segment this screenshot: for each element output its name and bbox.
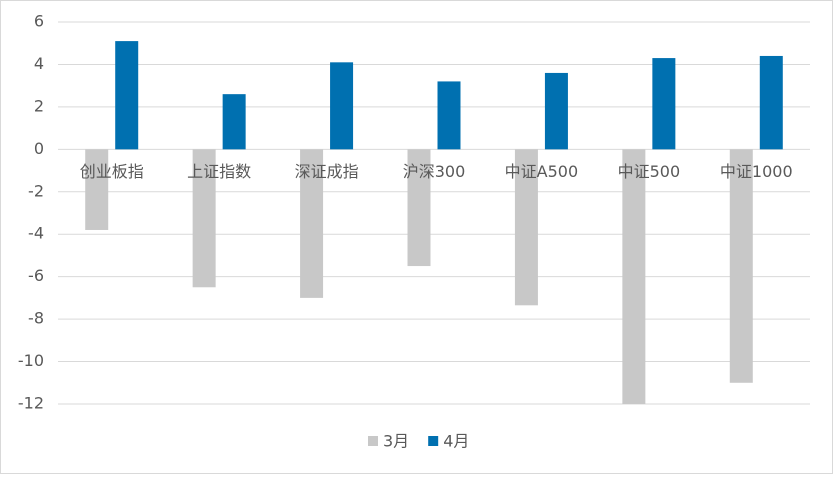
y-tick-label: 2 xyxy=(34,96,44,115)
bar xyxy=(437,81,461,150)
x-tick-label: 中证1000 xyxy=(720,162,793,181)
bar xyxy=(330,62,354,150)
y-tick-label: 6 xyxy=(34,12,44,31)
bar xyxy=(222,94,246,150)
bar xyxy=(652,58,676,150)
y-tick-label: -10 xyxy=(18,351,44,370)
y-tick-label: -12 xyxy=(18,394,44,413)
bar xyxy=(407,149,431,267)
bar xyxy=(622,149,646,404)
bar xyxy=(544,72,568,150)
x-tick-label: 创业板指 xyxy=(80,162,144,181)
x-tick-label: 中证500 xyxy=(618,162,681,181)
bar xyxy=(514,149,538,306)
x-tick-label: 深证成指 xyxy=(295,162,359,181)
y-tick-label: -6 xyxy=(28,266,44,285)
bar xyxy=(729,149,753,383)
x-tick-label: 沪深300 xyxy=(403,162,466,181)
y-tick-label: 4 xyxy=(34,54,44,73)
y-tick-label: -4 xyxy=(28,224,44,243)
bar xyxy=(85,149,109,230)
bar xyxy=(300,149,324,298)
legend-label: 4月 xyxy=(443,432,469,451)
legend-label: 3月 xyxy=(383,432,409,451)
legend-swatch xyxy=(428,436,439,446)
x-tick-label: 上证指数 xyxy=(187,162,251,181)
bar xyxy=(759,55,783,150)
bar xyxy=(115,41,139,150)
y-tick-label: -2 xyxy=(28,181,44,200)
y-tick-label: -8 xyxy=(28,309,44,328)
bar xyxy=(192,149,216,288)
y-tick-label: 0 xyxy=(34,139,44,158)
legend-swatch xyxy=(368,436,378,446)
x-tick-label: 中证A500 xyxy=(505,162,579,181)
